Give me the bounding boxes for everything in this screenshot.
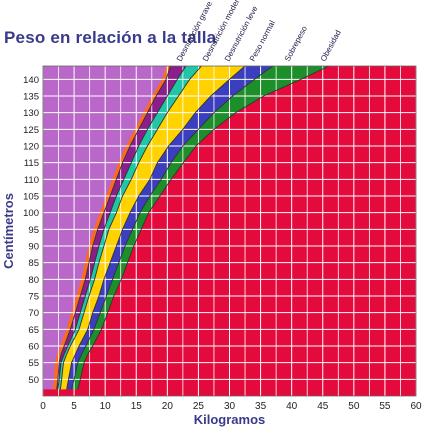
legend-label: Obesidad [319, 28, 343, 62]
y-tick-label: 70 [28, 308, 39, 319]
legend-label: Sobrepeso [283, 24, 309, 63]
y-tick-label: 85 [28, 258, 39, 269]
y-tick-label: 115 [24, 158, 39, 169]
x-tick-label: 35 [255, 401, 267, 412]
x-tick-label: 50 [348, 401, 360, 412]
x-tick-label: 40 [286, 401, 298, 412]
x-tick-label: 55 [379, 401, 391, 412]
band-obesidad [71, 66, 329, 390]
y-ticks: 50 55 60 65 70 75 80 85 90 95 100 105 110 115 120 125 13… [23, 75, 39, 386]
chart-title: Peso en relación a la talla [4, 28, 217, 47]
x-tick-label: 15 [131, 401, 143, 412]
x-tick-label: 30 [224, 401, 236, 412]
y-tick-label: 50 [28, 375, 39, 386]
y-tick-label: 75 [28, 292, 39, 303]
y-tick-label: 55 [28, 358, 39, 369]
y-tick-label: 135 [23, 92, 39, 103]
x-tick-label: 10 [100, 401, 112, 412]
x-tick-label: 25 [193, 401, 205, 412]
y-tick-label: 105 [23, 192, 39, 203]
y-tick-label: 90 [28, 242, 39, 253]
x-tick-label: 45 [317, 401, 329, 412]
y-tick-label: 95 [28, 225, 39, 236]
y-tick-label: 60 [28, 342, 39, 353]
y-tick-label: 100 [23, 208, 39, 219]
y-tick-label: 65 [28, 325, 39, 336]
plot-outlines [42, 65, 417, 397]
x-tick-label: 5 [71, 401, 77, 412]
x-ticks: 0 5 10 15 20 25 30 35 40 45 50 55 60 [40, 401, 422, 412]
y-tick-label: 120 [23, 142, 39, 153]
x-tick-label: 60 [410, 401, 422, 412]
boundary-line [59, 65, 202, 390]
boundary-line [71, 65, 274, 390]
y-tick-label: 125 [23, 125, 39, 136]
y-tick-label: 80 [28, 275, 39, 286]
x-axis-label: Kilogramos [194, 412, 266, 427]
boundary-line [57, 65, 187, 390]
x-tick-label: 0 [40, 401, 46, 412]
boundary-line [77, 65, 330, 390]
boundary-line [66, 65, 246, 390]
legend-label: Peso normal [248, 19, 277, 63]
plot-grid [42, 66, 417, 396]
y-tick-label: 110 [24, 175, 39, 186]
y-tick-label: 130 [23, 108, 39, 119]
x-tick-label: 20 [162, 401, 174, 412]
boundary-line [56, 65, 171, 390]
y-tick-label: 140 [23, 75, 39, 86]
plot-frame [42, 65, 417, 397]
y-axis-label: Centímetros [1, 193, 16, 269]
